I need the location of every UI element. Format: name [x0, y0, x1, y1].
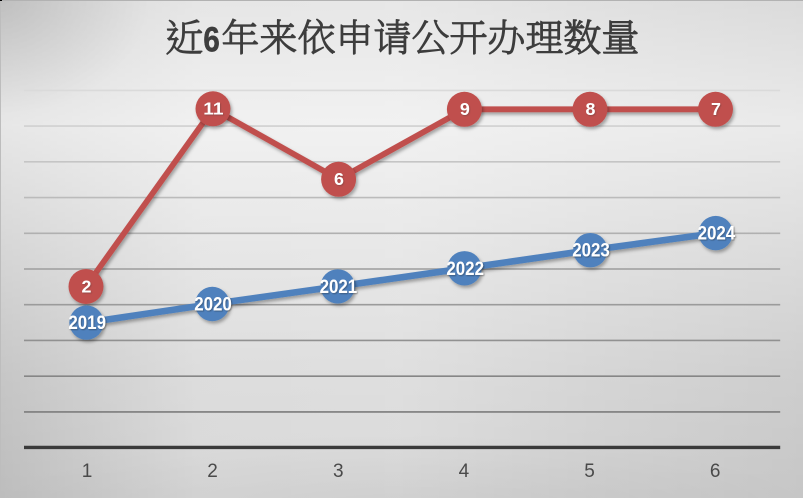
svg-text:2: 2	[207, 461, 218, 482]
svg-text:2: 2	[81, 276, 91, 296]
svg-text:3: 3	[333, 461, 344, 482]
svg-text:4: 4	[459, 461, 470, 482]
svg-text:2021: 2021	[320, 276, 358, 298]
svg-text:2022: 2022	[446, 258, 484, 280]
svg-text:11: 11	[203, 99, 223, 119]
svg-text:7: 7	[711, 99, 721, 119]
svg-text:2020: 2020	[194, 294, 232, 316]
svg-text:2023: 2023	[572, 240, 610, 262]
svg-text:6: 6	[710, 461, 721, 482]
svg-text:1: 1	[82, 461, 93, 482]
svg-text:5: 5	[584, 461, 595, 482]
svg-text:8: 8	[585, 99, 595, 119]
svg-text:2019: 2019	[68, 312, 106, 334]
svg-text:2024: 2024	[698, 223, 736, 245]
svg-text:9: 9	[460, 99, 470, 119]
svg-text:6: 6	[334, 169, 344, 189]
